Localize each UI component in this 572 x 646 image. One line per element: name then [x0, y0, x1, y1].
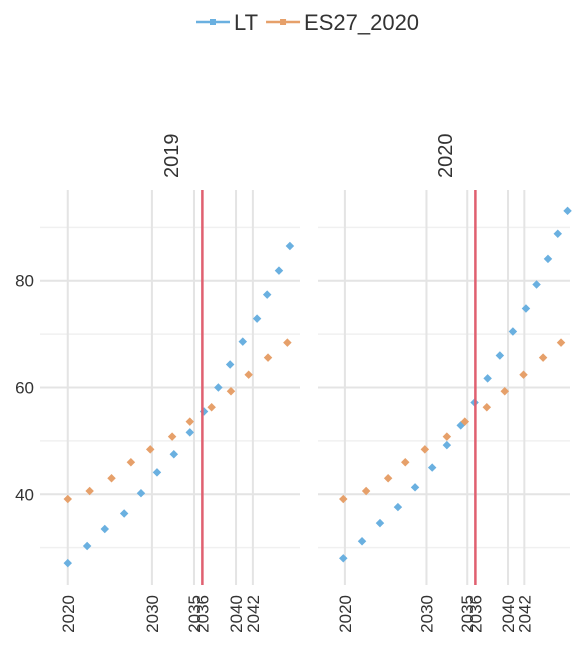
legend-marker	[210, 19, 216, 25]
legend-item: LT	[196, 10, 258, 35]
x-tick-label: 2042	[244, 595, 263, 633]
x-tick-label: 2035	[185, 595, 204, 633]
point	[339, 554, 348, 563]
point	[442, 440, 452, 450]
x-tick-label: 2020	[336, 595, 355, 633]
point	[167, 432, 177, 441]
point	[285, 241, 295, 251]
x-tick-label: 2030	[143, 595, 162, 633]
point	[495, 351, 505, 360]
point	[375, 518, 385, 528]
point	[238, 337, 248, 346]
point	[100, 524, 110, 534]
point	[214, 383, 223, 392]
point	[199, 407, 209, 416]
point	[207, 403, 216, 412]
panel-title: 2019	[161, 134, 183, 179]
point	[420, 445, 430, 454]
point	[185, 417, 195, 426]
x-tick-label: 2036	[466, 595, 485, 633]
point	[521, 304, 531, 313]
point	[244, 370, 253, 379]
legend-label: ES27_2020	[304, 10, 419, 35]
point	[145, 445, 155, 454]
point	[82, 541, 92, 551]
point	[274, 266, 284, 275]
point	[339, 494, 348, 504]
x-tick-label: 2040	[227, 595, 246, 633]
point	[225, 360, 235, 369]
point	[460, 417, 470, 426]
point	[519, 370, 528, 379]
legend-label: LT	[234, 10, 258, 35]
point	[482, 403, 492, 412]
point	[126, 457, 136, 467]
point	[136, 488, 146, 498]
point	[508, 327, 518, 336]
x-tick-label: 2020	[59, 595, 78, 633]
point	[63, 494, 73, 504]
legend-marker	[280, 19, 287, 25]
point	[532, 280, 541, 289]
point	[119, 509, 129, 518]
point	[63, 558, 73, 568]
point	[361, 486, 371, 496]
point	[357, 536, 367, 546]
x-tick-label: 2030	[417, 595, 436, 633]
x-tick-label: 2036	[193, 595, 212, 633]
y-tick-label: 80	[15, 272, 34, 291]
point	[543, 254, 553, 264]
point	[393, 502, 403, 512]
point	[500, 386, 509, 396]
point	[262, 290, 272, 299]
point	[538, 353, 548, 362]
point	[427, 463, 437, 472]
point	[107, 474, 116, 483]
point	[556, 338, 566, 347]
point	[152, 468, 162, 477]
y-tick-label: 40	[15, 485, 34, 504]
legend-item: ES27_2020	[266, 10, 419, 35]
x-tick-label: 2040	[499, 595, 518, 633]
point	[252, 314, 262, 323]
point	[553, 229, 563, 239]
point	[410, 483, 420, 492]
point	[85, 486, 94, 496]
point	[169, 449, 179, 459]
panel-title: 2020	[435, 134, 457, 179]
x-tick-label: 2042	[515, 595, 534, 633]
point	[263, 353, 273, 362]
point	[483, 374, 492, 383]
point	[383, 474, 393, 483]
point	[283, 338, 292, 347]
point	[185, 428, 195, 437]
point	[563, 206, 572, 216]
x-tick-label: 2035	[458, 595, 477, 633]
y-tick-label: 60	[15, 379, 34, 398]
point	[401, 457, 410, 467]
point	[226, 386, 236, 396]
point	[442, 432, 452, 441]
